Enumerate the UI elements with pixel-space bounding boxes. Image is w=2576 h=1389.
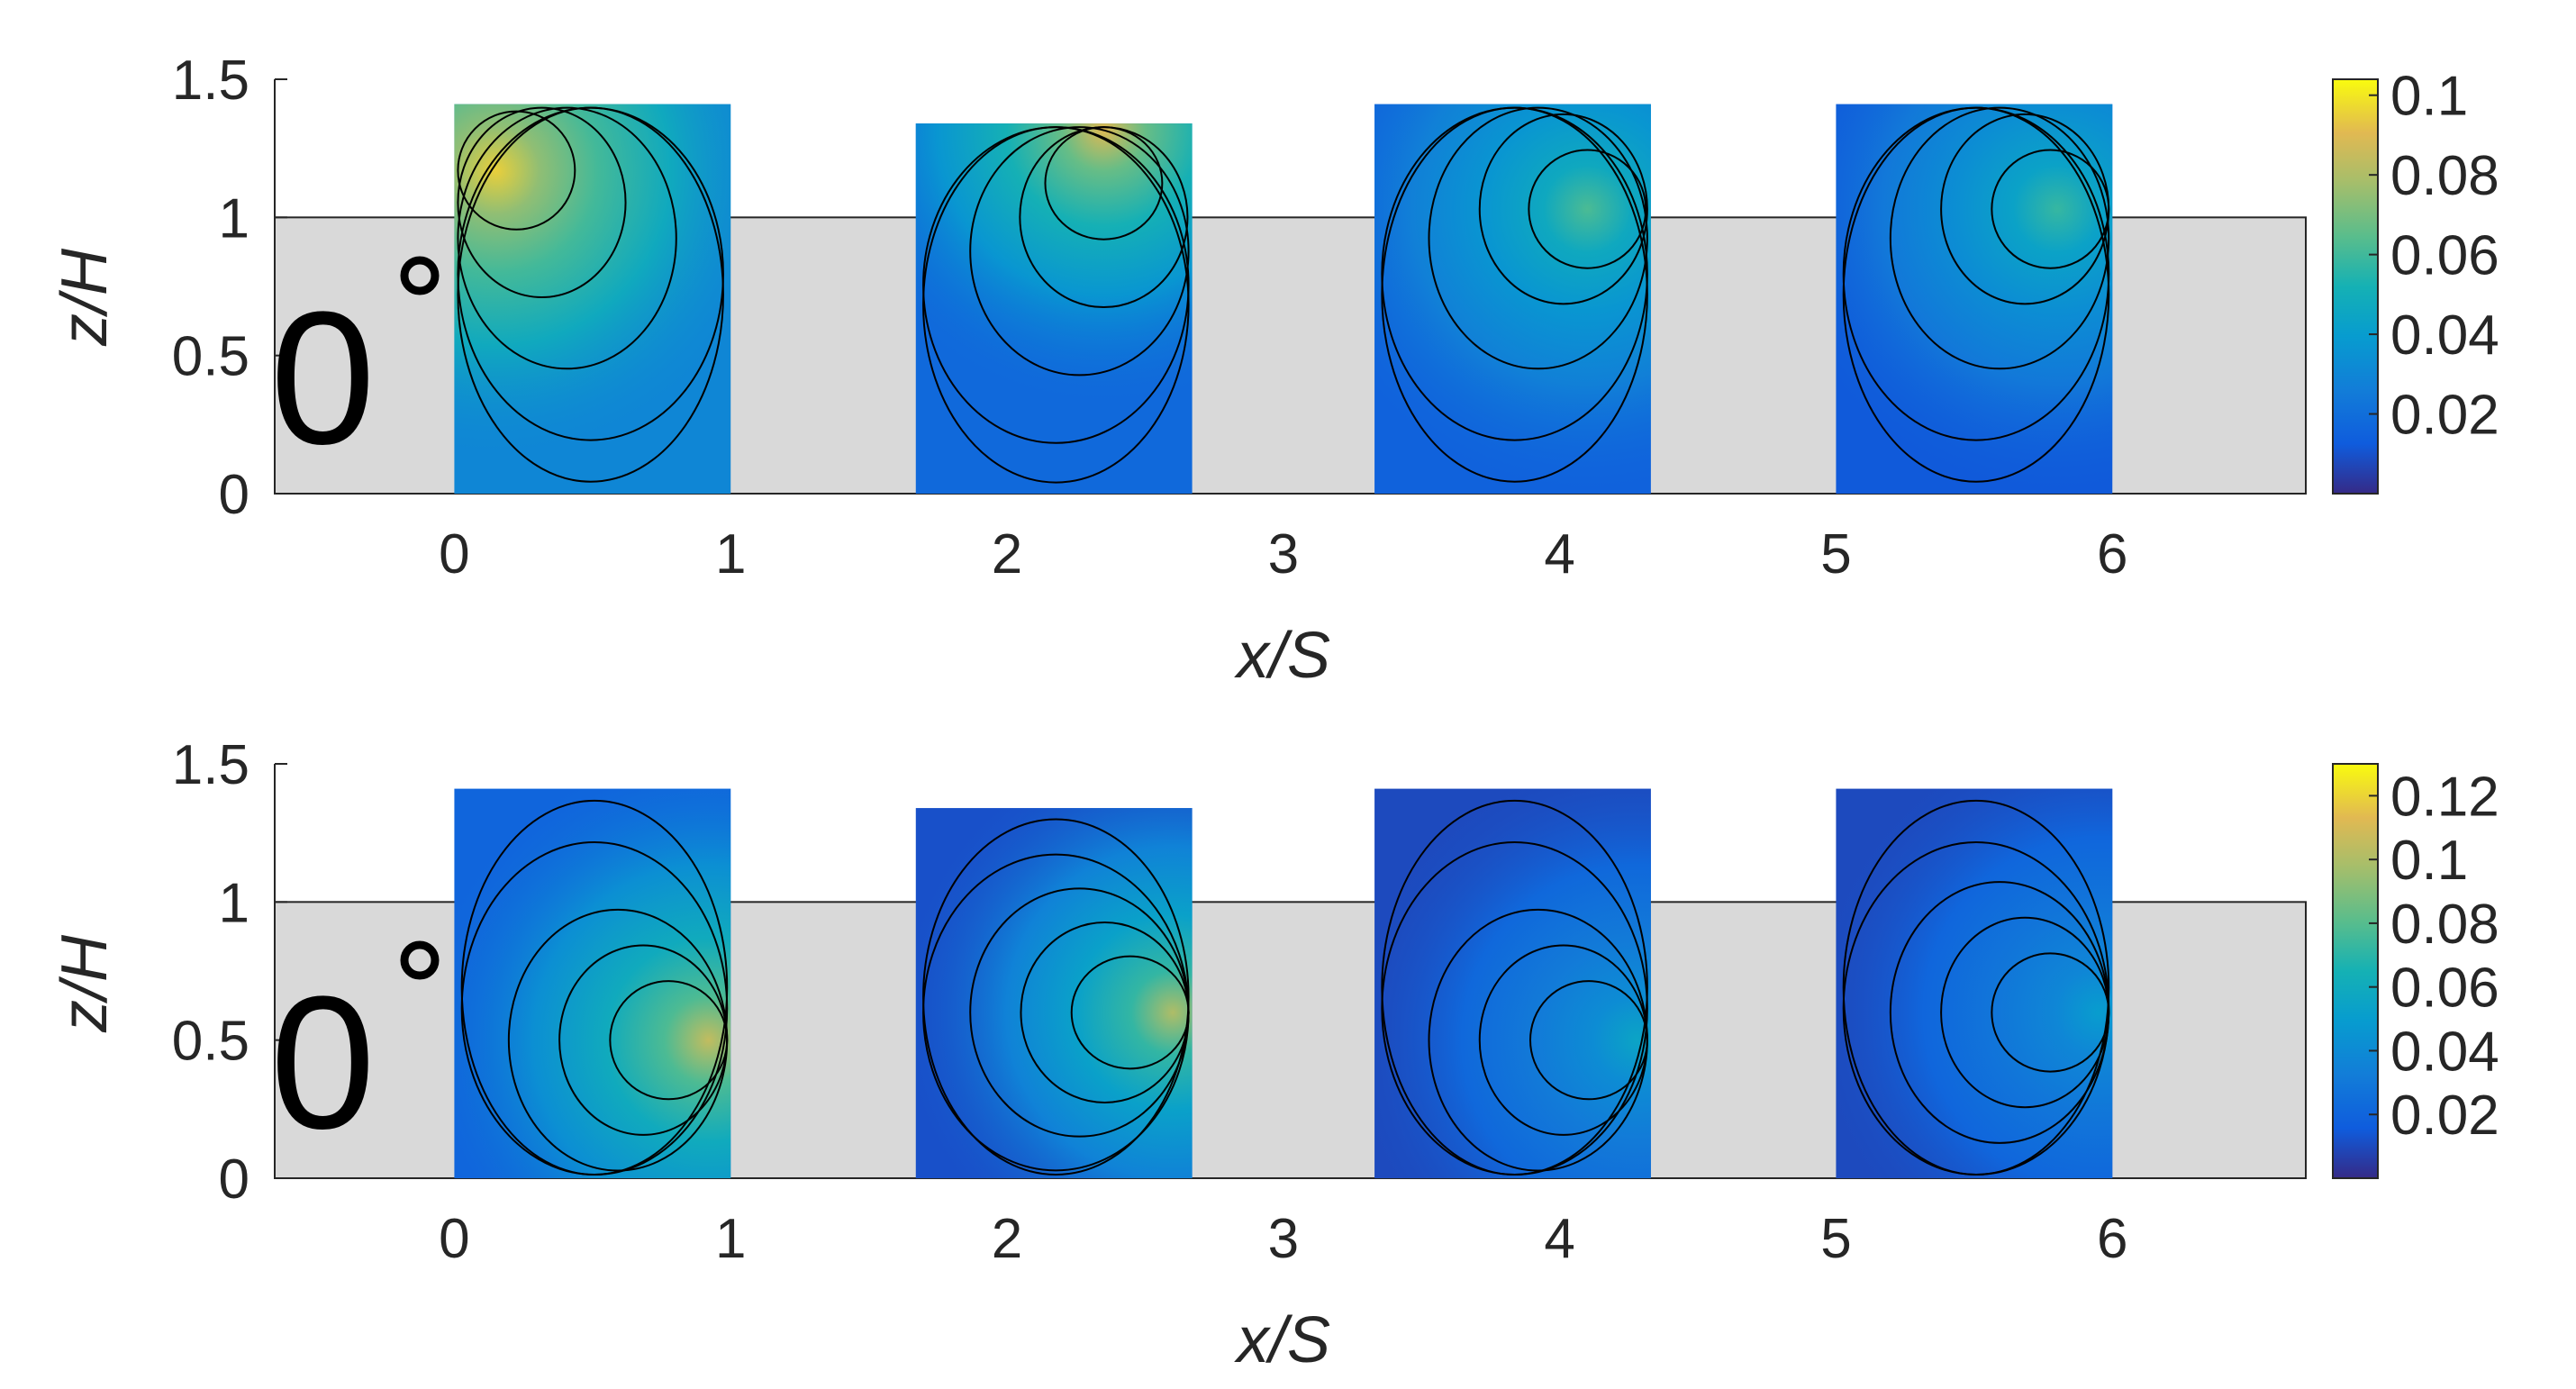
y-tick-label: 0.5	[172, 1011, 249, 1073]
y-tick-label: 1.5	[172, 50, 249, 112]
contour-line	[1428, 106, 1648, 370]
x-tick-label: 1	[715, 1208, 746, 1270]
contour-line	[1842, 106, 2110, 483]
colorbar-tick-label: 0.02	[2390, 385, 2499, 447]
colorbar-tick-label: 0.04	[2390, 304, 2499, 367]
contour-line	[1428, 908, 1648, 1172]
contour-line	[922, 126, 1190, 484]
bottom-colorbar: 0.020.040.060.080.10.12	[2332, 763, 2499, 1179]
field-peak	[915, 808, 1193, 1178]
contour-line	[1478, 113, 1648, 305]
top-degree-symbol	[400, 256, 440, 295]
x-tick-label: 5	[1820, 1208, 1851, 1270]
field-peak	[454, 104, 731, 494]
contour-line	[457, 106, 724, 483]
colorbar-gradient	[2332, 78, 2379, 495]
field-peak	[915, 123, 1193, 495]
colorbar-tick-label: 0.12	[2390, 766, 2499, 828]
contour-line	[457, 106, 627, 299]
y-tick-label: 1	[219, 872, 249, 934]
bottom-x-axis-label: x/S	[1234, 1304, 1330, 1376]
contour-line	[1019, 126, 1189, 309]
y-tick-label: 1	[219, 187, 249, 250]
field-peak	[1836, 788, 2113, 1178]
colorbar-tick-label: 0.1	[2390, 66, 2468, 128]
x-tick-label: 2	[992, 1208, 1022, 1270]
contour-line	[457, 106, 677, 370]
contour-line	[969, 126, 1190, 377]
contour-line	[1528, 149, 1647, 269]
x-tick-label: 4	[1544, 1208, 1574, 1270]
y-tick-label: 0	[219, 464, 249, 526]
x-tick-label: 0	[439, 1208, 469, 1270]
colorbar-tick-label: 0.04	[2390, 1021, 2499, 1083]
x-tick-label: 6	[2097, 523, 2127, 586]
y-tick-label: 0	[219, 1148, 249, 1211]
colorbar-tick-label: 0.08	[2390, 894, 2499, 956]
contour-line	[1381, 106, 1648, 483]
colorbar-tick-label: 0.02	[2390, 1085, 2499, 1147]
colorbar-tick-label: 0.06	[2390, 225, 2499, 287]
x-tick-label: 4	[1544, 523, 1574, 586]
contour-line	[1381, 799, 1648, 1176]
x-tick-label: 5	[1820, 523, 1851, 586]
colorbar-tick-label: 0.1	[2390, 830, 2468, 892]
colorbar-tick-label: 0.06	[2390, 958, 2499, 1020]
y-tick-label: 1.5	[172, 734, 249, 796]
contour-line	[1940, 113, 2110, 305]
contour-line	[460, 799, 729, 1176]
field-peak	[1836, 104, 2113, 494]
colorbar-gradient	[2332, 763, 2379, 1179]
x-tick-label: 2	[992, 523, 1022, 586]
field-peak	[1374, 104, 1651, 494]
x-tick-label: 0	[439, 523, 469, 586]
top-y-axis-label: z/H	[49, 248, 121, 347]
colorbar-tick-label: 0.08	[2390, 145, 2499, 207]
contour-line	[922, 818, 1190, 1176]
y-tick-label: 0.5	[172, 326, 249, 388]
bottom-y-axis-label: z/H	[49, 934, 121, 1033]
bottom-angle-annotation: 0	[270, 957, 376, 1168]
x-tick-label: 1	[715, 523, 746, 586]
bottom-panel: 0 1 2 3 4 5 600.511.5 x/S z/H 0 0.020.040.060.…	[49, 734, 2499, 1376]
x-tick-label: 3	[1268, 523, 1299, 586]
x-tick-label: 3	[1268, 1208, 1299, 1270]
contour-line	[1889, 106, 2110, 370]
bottom-degree-symbol	[400, 940, 440, 980]
contour-line	[1842, 799, 2110, 1176]
x-tick-label: 6	[2097, 1208, 2127, 1270]
top-colorbar: 0.02 0.04 0.06 0.08 0.1	[2332, 66, 2499, 495]
top-x-axis-label: x/S	[1234, 620, 1330, 692]
top-angle-annotation: 0	[270, 272, 376, 484]
top-panel: 0 1 2 3 4 5 600.511.5 x/S z/H 0 0.020.040.060.…	[49, 50, 2499, 692]
contour-line	[507, 908, 729, 1172]
